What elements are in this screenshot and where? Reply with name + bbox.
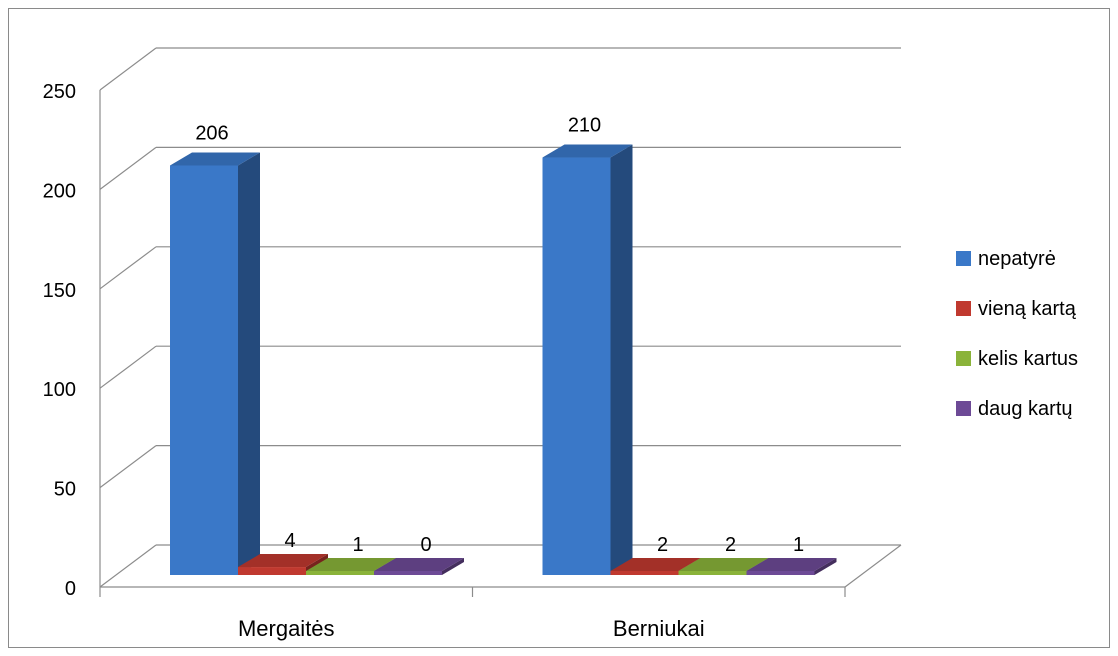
bar [678, 571, 747, 575]
floor-edge [844, 544, 902, 588]
bar [170, 165, 238, 576]
bar [306, 571, 374, 575]
gridline-depth [99, 544, 157, 588]
bar-top [610, 558, 701, 571]
y-tick-label: 0 [65, 578, 76, 600]
data-label: 4 [284, 530, 295, 552]
bar-top [678, 558, 769, 571]
x-tick-label: Berniukai [613, 616, 705, 641]
bar [610, 571, 679, 575]
bar [238, 567, 306, 575]
legend-swatch [956, 351, 971, 366]
legend-label: kelis kartus [978, 348, 1078, 370]
bar-top [306, 558, 396, 571]
legend-label: daug kartų [978, 398, 1073, 420]
y-tick-label: 100 [43, 379, 76, 401]
data-label: 0 [420, 534, 431, 556]
data-label: 1 [352, 534, 363, 556]
legend-swatch [956, 301, 971, 316]
data-label: 210 [568, 115, 601, 137]
bar-side [610, 144, 633, 575]
y-tick-label: 250 [43, 81, 76, 103]
bar [542, 157, 611, 575]
data-label: 2 [657, 534, 668, 556]
legend-label: vieną kartą [978, 298, 1077, 320]
bar-side [814, 558, 837, 575]
bar-top [238, 554, 328, 568]
y-tick-label: 150 [43, 280, 76, 302]
gridline-depth [99, 246, 157, 290]
legend-swatch [956, 251, 971, 266]
y-tick-label: 50 [54, 479, 76, 501]
data-label: 206 [195, 122, 228, 144]
gridline-depth [99, 345, 157, 389]
gridline-depth [99, 445, 157, 489]
bar [746, 571, 815, 575]
bar-side [442, 558, 464, 575]
data-label: 2 [725, 534, 736, 556]
x-tick-label: Mergaitės [238, 616, 335, 641]
bar [374, 571, 442, 575]
data-label: 1 [793, 534, 804, 556]
legend-swatch [956, 401, 971, 416]
gridline-depth [99, 47, 157, 91]
gridline-depth [99, 146, 157, 190]
bar-top [374, 558, 464, 571]
bar-side [238, 152, 260, 576]
bar-top [746, 558, 837, 571]
legend-label: nepatyrė [978, 248, 1056, 270]
y-tick-label: 200 [43, 180, 76, 202]
bar-top [542, 144, 633, 158]
bar-top [170, 152, 260, 166]
